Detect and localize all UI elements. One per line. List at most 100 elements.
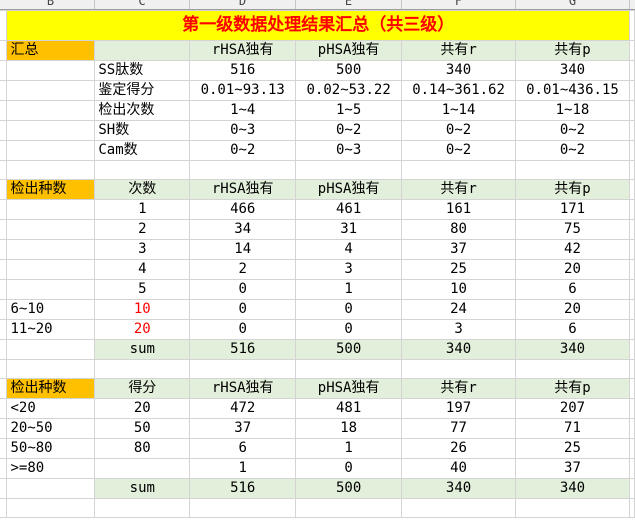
cell[interactable]: 75	[515, 219, 630, 240]
cell[interactable]: 20	[515, 299, 630, 320]
cell[interactable]: 3	[94, 239, 191, 260]
cell[interactable]: 6	[515, 279, 630, 300]
cell[interactable]: 18	[295, 418, 403, 439]
cell[interactable]	[6, 239, 96, 260]
cell[interactable]	[94, 359, 191, 379]
cell[interactable]: SS肽数	[94, 60, 191, 81]
cell[interactable]: 516	[189, 60, 297, 81]
cell[interactable]: 1~4	[189, 100, 297, 121]
column-heading[interactable]: pHSA独有	[295, 179, 403, 200]
column-header-C[interactable]: C	[95, 0, 190, 9]
column-heading[interactable]: pHSA独有	[295, 40, 403, 61]
cell[interactable]: 0~3	[189, 120, 297, 141]
column-heading[interactable]: 共有r	[401, 378, 517, 399]
cell[interactable]: 5	[94, 279, 191, 300]
cell[interactable]: 0.01~436.15	[515, 80, 630, 101]
cell[interactable]: 0	[189, 279, 297, 300]
cell[interactable]: 0~2	[515, 120, 630, 141]
column-heading[interactable]	[94, 40, 191, 61]
column-heading[interactable]: 共有p	[515, 179, 630, 200]
cell[interactable]: 4	[295, 239, 403, 260]
cell[interactable]	[628, 458, 635, 479]
cell[interactable]: 6	[189, 438, 297, 459]
cell[interactable]: 80	[94, 438, 191, 459]
cell[interactable]: 0.01~93.13	[189, 80, 297, 101]
cell[interactable]	[401, 498, 517, 518]
cell[interactable]: 37	[189, 418, 297, 439]
cell[interactable]: SH数	[94, 120, 191, 141]
cell[interactable]	[628, 259, 635, 280]
cell[interactable]: 171	[515, 199, 630, 220]
cell[interactable]	[628, 120, 635, 141]
cell[interactable]: 77	[401, 418, 517, 439]
cell[interactable]	[6, 60, 96, 81]
cell[interactable]: 4	[94, 259, 191, 280]
cell[interactable]: 10	[94, 299, 191, 320]
column-heading[interactable]: 共有p	[515, 40, 630, 61]
section-label[interactable]: 汇总	[6, 40, 96, 61]
cell[interactable]: 71	[515, 418, 630, 439]
cell[interactable]: 0~2	[515, 140, 630, 161]
sum-cell[interactable]: 500	[295, 478, 403, 499]
cell[interactable]: 1	[295, 438, 403, 459]
cell[interactable]	[628, 80, 635, 101]
cell[interactable]	[94, 458, 191, 479]
cell[interactable]	[295, 498, 403, 518]
cell[interactable]	[401, 359, 517, 379]
cell[interactable]: <20	[6, 398, 96, 419]
cell[interactable]: 26	[401, 438, 517, 459]
cell[interactable]: 检出次数	[94, 100, 191, 121]
sum-cell[interactable]: 340	[515, 478, 630, 499]
cell[interactable]	[628, 179, 635, 200]
cell[interactable]	[295, 160, 403, 180]
cell[interactable]	[628, 10, 635, 41]
cell[interactable]	[6, 100, 96, 121]
cell[interactable]: 1	[189, 458, 297, 479]
cell[interactable]: 1~14	[401, 100, 517, 121]
cell[interactable]: 6~10	[6, 299, 96, 320]
cell[interactable]: Cam数	[94, 140, 191, 161]
cell[interactable]: 50	[94, 418, 191, 439]
cell[interactable]: >=80	[6, 458, 96, 479]
cell[interactable]	[628, 299, 635, 320]
column-header-B[interactable]: B	[7, 0, 95, 9]
column-heading[interactable]: 得分	[94, 378, 191, 399]
cell[interactable]	[6, 120, 96, 141]
cell[interactable]	[295, 359, 403, 379]
cell[interactable]	[515, 498, 630, 518]
cell[interactable]: 481	[295, 398, 403, 419]
cell[interactable]	[628, 100, 635, 121]
cell[interactable]	[189, 160, 297, 180]
cell[interactable]: 0~3	[295, 140, 403, 161]
cell[interactable]	[628, 199, 635, 220]
cell[interactable]: 25	[515, 438, 630, 459]
column-heading[interactable]: 共有r	[401, 40, 517, 61]
sum-cell[interactable]: 516	[189, 339, 297, 360]
cell[interactable]	[6, 80, 96, 101]
sum-cell[interactable]: 340	[401, 339, 517, 360]
cell[interactable]	[628, 239, 635, 260]
cell[interactable]: 31	[295, 219, 403, 240]
cell[interactable]	[6, 478, 96, 499]
sum-cell[interactable]: 500	[295, 339, 403, 360]
column-heading[interactable]: rHSA独有	[189, 179, 297, 200]
cell[interactable]: 1	[94, 199, 191, 220]
cell[interactable]: 466	[189, 199, 297, 220]
cell[interactable]: 34	[189, 219, 297, 240]
cell[interactable]: 500	[295, 60, 403, 81]
sum-cell[interactable]: sum	[94, 478, 191, 499]
cell[interactable]	[6, 259, 96, 280]
cell[interactable]	[6, 140, 96, 161]
cell[interactable]: 3	[295, 259, 403, 280]
sum-cell[interactable]: sum	[94, 339, 191, 360]
cell[interactable]: 340	[401, 60, 517, 81]
cell[interactable]	[6, 339, 96, 360]
cell[interactable]: 0~2	[295, 120, 403, 141]
cell[interactable]: 461	[295, 199, 403, 220]
sum-cell[interactable]: 340	[515, 339, 630, 360]
cell[interactable]: 37	[515, 458, 630, 479]
cell[interactable]: 0~2	[401, 140, 517, 161]
cell[interactable]	[94, 160, 191, 180]
cell[interactable]: 25	[401, 259, 517, 280]
cell[interactable]: 鉴定得分	[94, 80, 191, 101]
